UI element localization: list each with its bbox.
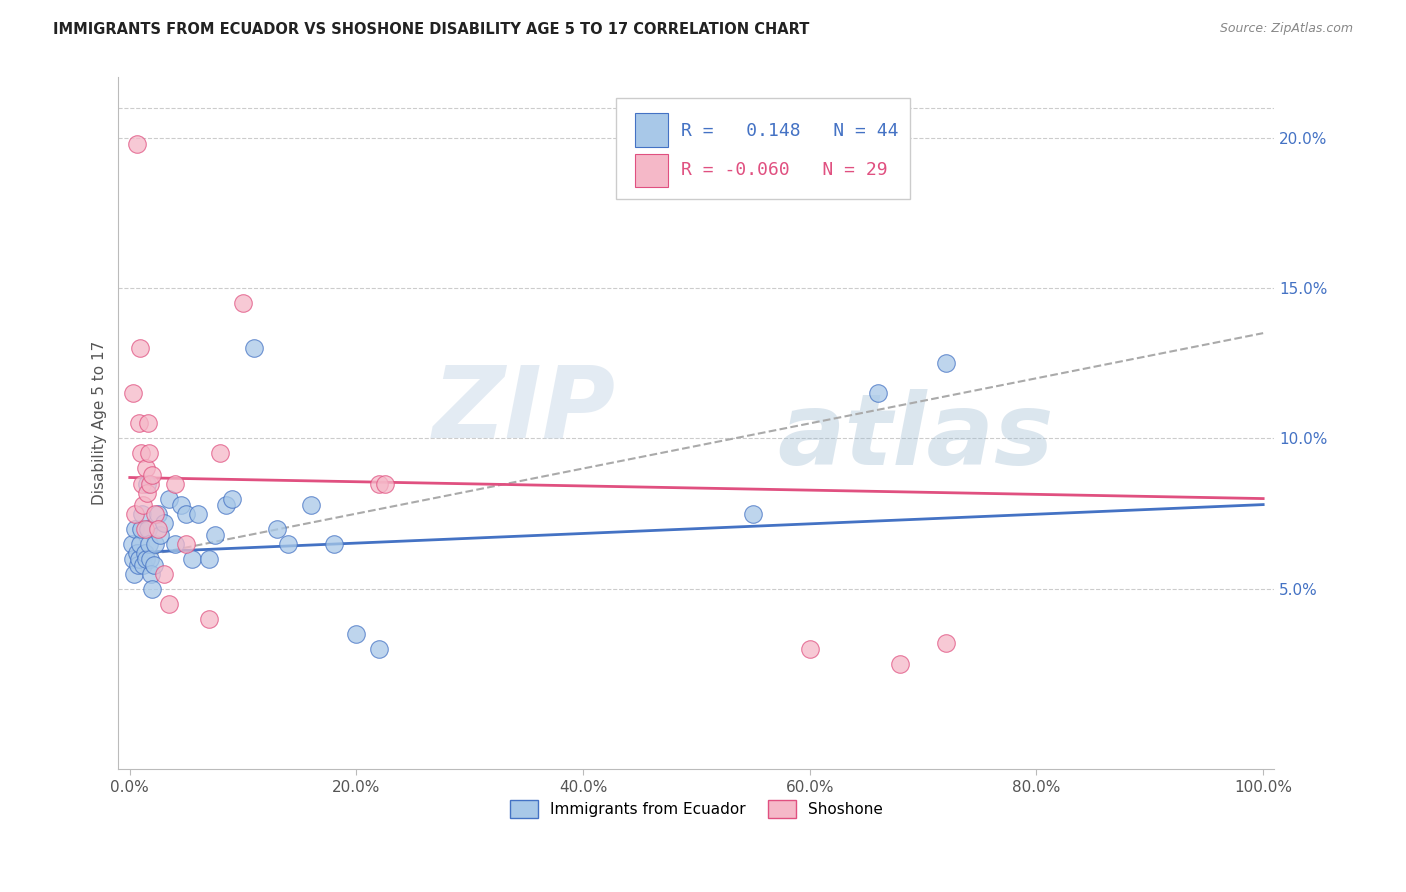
Point <box>368 476 391 491</box>
Point <box>243 341 266 355</box>
Point <box>170 498 193 512</box>
Point <box>122 551 145 566</box>
Point <box>136 522 159 536</box>
Point <box>232 296 254 310</box>
Point <box>141 467 163 482</box>
Text: ZIP: ZIP <box>433 361 616 458</box>
Point <box>142 558 165 572</box>
Point <box>134 546 156 560</box>
Text: R = -0.060   N = 29: R = -0.060 N = 29 <box>682 161 889 179</box>
Point <box>138 446 160 460</box>
Point <box>127 558 149 572</box>
Point <box>277 537 299 551</box>
Text: atlas: atlas <box>778 389 1054 486</box>
Point <box>215 498 238 512</box>
Point <box>136 417 159 431</box>
Point <box>141 582 163 596</box>
Point <box>299 498 322 512</box>
Point <box>128 551 150 566</box>
Point <box>176 537 198 551</box>
Text: Source: ZipAtlas.com: Source: ZipAtlas.com <box>1219 22 1353 36</box>
Point <box>209 446 232 460</box>
Point <box>124 566 146 581</box>
Point <box>125 546 148 560</box>
Point <box>198 612 221 626</box>
Point <box>132 558 155 572</box>
Point <box>129 341 152 355</box>
Point <box>135 476 157 491</box>
Point <box>368 642 391 657</box>
Point <box>742 507 765 521</box>
Point <box>165 537 187 551</box>
Bar <box>636 113 668 146</box>
Point <box>146 507 169 521</box>
Point <box>374 476 396 491</box>
Point <box>134 522 156 536</box>
Point <box>165 476 187 491</box>
Point <box>935 636 957 650</box>
Point <box>135 461 157 475</box>
Point <box>889 657 911 671</box>
Point <box>125 136 148 151</box>
Point <box>187 507 209 521</box>
Point <box>139 551 162 566</box>
Point <box>198 551 221 566</box>
Point <box>266 522 288 536</box>
Text: R =   0.148   N = 44: R = 0.148 N = 44 <box>682 121 898 140</box>
Point <box>221 491 243 506</box>
Point <box>122 386 145 401</box>
Point <box>146 522 169 536</box>
Point <box>131 507 153 521</box>
Point <box>152 516 174 530</box>
Point <box>204 527 226 541</box>
Point <box>176 507 198 521</box>
Point <box>132 498 155 512</box>
Point <box>139 476 162 491</box>
Point <box>135 485 157 500</box>
Point <box>935 356 957 370</box>
Point <box>143 537 166 551</box>
Point <box>129 446 152 460</box>
Point <box>346 627 368 641</box>
FancyBboxPatch shape <box>616 98 910 199</box>
Bar <box>636 153 668 186</box>
Legend: Immigrants from Ecuador, Shoshone: Immigrants from Ecuador, Shoshone <box>503 794 889 824</box>
Point <box>128 417 150 431</box>
Point <box>143 507 166 521</box>
Text: IMMIGRANTS FROM ECUADOR VS SHOSHONE DISABILITY AGE 5 TO 17 CORRELATION CHART: IMMIGRANTS FROM ECUADOR VS SHOSHONE DISA… <box>53 22 810 37</box>
Point <box>141 566 163 581</box>
Point <box>138 537 160 551</box>
Y-axis label: Disability Age 5 to 17: Disability Age 5 to 17 <box>93 342 107 506</box>
Point <box>124 522 146 536</box>
Point <box>866 386 889 401</box>
Point <box>131 476 153 491</box>
Point <box>121 537 143 551</box>
Point <box>799 642 821 657</box>
Point <box>322 537 344 551</box>
Point <box>135 551 157 566</box>
Point <box>159 491 181 506</box>
Point <box>129 522 152 536</box>
Point <box>124 507 146 521</box>
Point <box>149 527 172 541</box>
Point <box>159 597 181 611</box>
Point <box>181 551 204 566</box>
Point <box>129 537 152 551</box>
Point <box>152 566 174 581</box>
